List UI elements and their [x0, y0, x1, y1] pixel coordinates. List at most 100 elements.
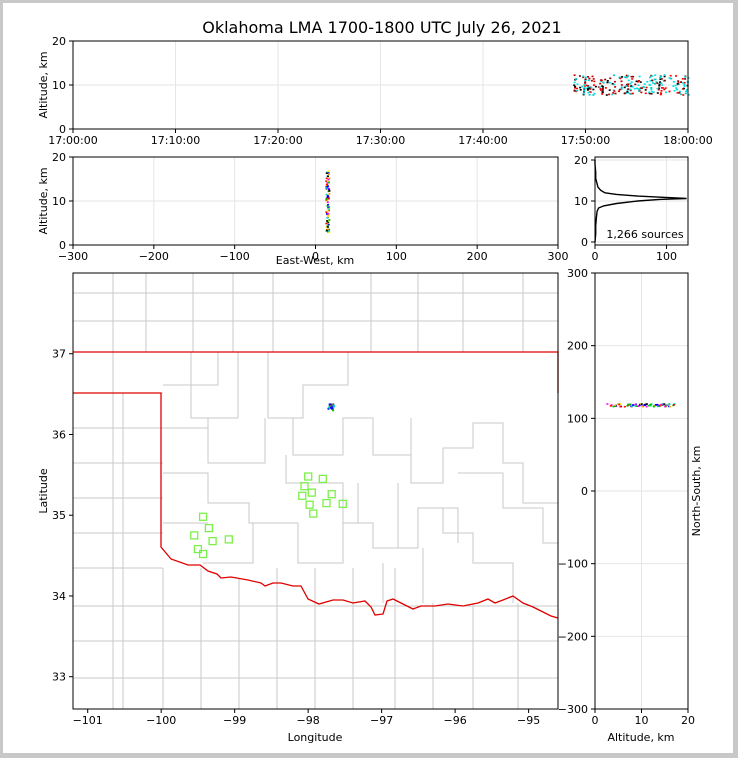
time-height-source — [675, 87, 678, 89]
time-height-source — [593, 84, 595, 86]
time-height-source — [593, 92, 596, 95]
time-height-source — [608, 81, 611, 84]
time-height-source — [654, 78, 657, 81]
time-height-source — [625, 74, 628, 77]
ns-height-source — [609, 405, 612, 407]
time-height-source — [659, 81, 661, 83]
time-height-source — [663, 79, 666, 82]
time-height-source — [648, 83, 651, 86]
time-height-source — [583, 84, 586, 86]
alt-tick-label: 20 — [52, 35, 66, 48]
map-source — [328, 406, 331, 409]
ew-height-source — [326, 209, 329, 212]
time-height-source — [628, 92, 631, 95]
chart-title: Oklahoma LMA 1700-1800 UTC July 26, 2021 — [202, 18, 561, 37]
ew-height-source — [327, 203, 330, 206]
ew-tick-label: 0 — [312, 250, 319, 263]
time-height-source — [634, 83, 637, 86]
time-height-source — [660, 87, 663, 89]
time-height-source — [649, 80, 652, 82]
ew-height-source — [325, 193, 328, 196]
ns-height-source — [645, 405, 648, 408]
ns-height-source — [606, 403, 609, 405]
lat-tick-label: 33 — [52, 671, 66, 684]
ns-height-source — [623, 405, 626, 408]
time-height-source — [658, 83, 661, 86]
time-height-source — [600, 80, 603, 83]
time-height-source — [676, 92, 679, 94]
time-height-source — [646, 81, 649, 83]
ns-alt-tick-label: 10 — [635, 714, 649, 727]
ew-height-source — [327, 175, 329, 178]
time-height-source — [584, 76, 587, 79]
lma-station-marker — [338, 499, 347, 509]
map-source — [330, 406, 332, 409]
time-height-source — [684, 92, 687, 95]
time-height-source — [573, 84, 576, 86]
time-height-source — [605, 94, 608, 96]
time-height-source — [684, 76, 687, 78]
ew-alt-tick-label: 0 — [59, 239, 66, 252]
time-height-source — [627, 83, 630, 85]
time-height-source — [639, 81, 642, 83]
ew-height-source — [326, 180, 329, 183]
time-height-source — [613, 80, 616, 83]
map-xlabel: Longitude — [288, 731, 343, 744]
time-height-source — [582, 76, 585, 79]
time-height-source — [678, 91, 681, 94]
time-height-source — [598, 86, 601, 88]
lma-station-marker — [322, 498, 331, 508]
ew-height-source — [326, 170, 329, 173]
time-height-source — [620, 84, 623, 86]
time-height-source — [584, 82, 587, 84]
ew-height-source — [326, 196, 329, 198]
time-height-source — [651, 79, 654, 82]
ns-height-source — [618, 403, 621, 406]
time-height-source — [626, 89, 629, 91]
ew-height-source — [326, 201, 329, 203]
time-height-source — [582, 75, 585, 78]
time-height-source — [611, 83, 614, 85]
time-height-source — [648, 92, 651, 95]
time-height-source — [630, 81, 633, 83]
time-height-source — [614, 92, 617, 95]
time-height-source — [632, 75, 635, 78]
lon-tick-label: −99 — [223, 714, 246, 727]
time-height-source — [649, 76, 651, 79]
ew-height-source — [325, 187, 328, 189]
time-height-source — [659, 75, 662, 78]
ew-height-source — [325, 180, 328, 182]
time-height-source — [576, 83, 579, 85]
ew-height-source — [325, 226, 328, 228]
ns-height-source — [656, 403, 659, 406]
lat-tick-label: 35 — [52, 509, 66, 522]
time-height-source — [583, 90, 585, 93]
ew-tick-label: −300 — [58, 250, 88, 263]
ew-height-source — [327, 196, 330, 199]
ew-height-source — [328, 231, 331, 234]
ew-height-source — [327, 198, 330, 200]
ns-tick-label: 200 — [567, 340, 588, 353]
ew-height-source — [327, 187, 330, 190]
map-source — [332, 409, 335, 412]
time-height-source — [658, 85, 661, 87]
time-height-source — [600, 79, 603, 82]
time-height-source — [574, 78, 577, 80]
ns-height-source — [654, 404, 657, 406]
time-tick-label: 17:20:00 — [253, 134, 302, 147]
time-height-source — [593, 80, 596, 83]
time-height-source — [643, 83, 646, 85]
county-boundaries — [73, 273, 558, 709]
time-height-source — [631, 92, 634, 95]
ew-height-source — [325, 177, 328, 180]
ew-height-source — [328, 219, 331, 221]
time-height-source — [648, 91, 651, 94]
time-height-source — [627, 88, 630, 90]
ew-height-source — [328, 190, 331, 192]
ew-height-source — [327, 181, 330, 184]
ew-height-source — [328, 173, 330, 176]
time-height-source — [644, 92, 647, 95]
time-height-source — [664, 87, 667, 89]
ew-alt-tick-label: 10 — [52, 195, 66, 208]
time-height-source — [613, 74, 615, 77]
